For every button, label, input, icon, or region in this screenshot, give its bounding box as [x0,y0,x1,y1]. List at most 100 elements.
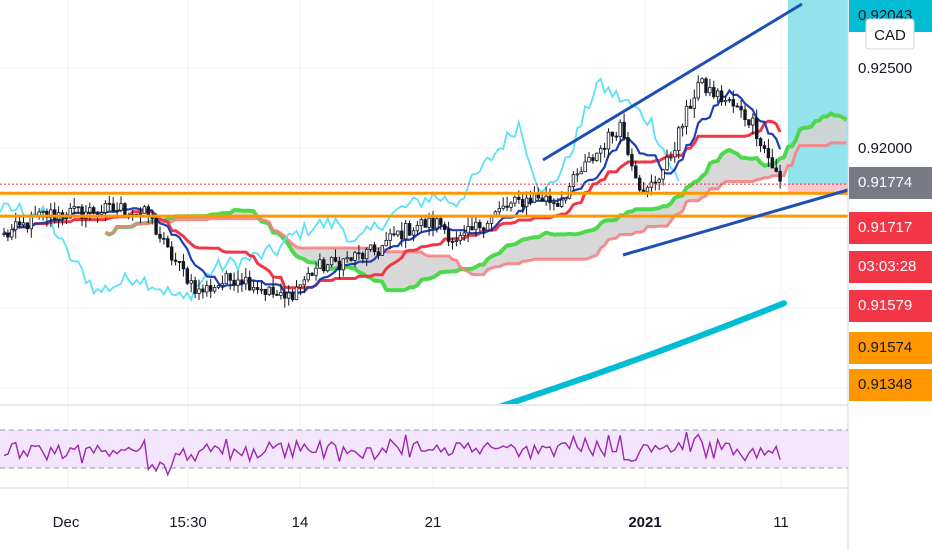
candle-body-28 [111,203,115,212]
candle-body-4 [17,221,22,226]
candle-body-47 [185,268,189,284]
candle-body-155 [606,131,611,150]
candle-body-84 [329,257,334,266]
main-series [0,0,848,404]
candle-body-36 [142,206,147,214]
candle-body-146 [571,174,576,187]
candle-body-180 [704,78,708,94]
price-label-badge-4 [849,290,932,322]
price-label-text-4: 0.91579 [858,297,912,314]
candle-body-52 [205,285,209,293]
time-axis-label-2: 14 [292,514,309,531]
candle-body-119 [466,226,470,234]
candle-body-192 [751,117,755,126]
candle-body-186 [727,99,732,101]
price-axis-tick-0: 0.92500 [858,60,912,77]
candle-body-107 [419,219,423,226]
candle-body-102 [400,230,404,240]
candle-body-152 [595,152,599,161]
candle-body-178 [696,82,700,99]
candle-body-81 [318,259,322,269]
candle-body-166 [649,181,654,188]
candle-body-64 [251,287,256,291]
candle-body-189 [739,106,743,111]
candle-body-48 [189,280,193,284]
candle-body-100 [392,233,396,236]
candle-body-6 [25,222,30,230]
ichimoku-chikou-span [0,77,680,302]
candle-body-176 [688,105,693,109]
candle-body-135 [528,197,533,203]
candle-body-115 [450,241,455,243]
currency-badge [865,18,915,50]
candle-body-118 [462,232,466,236]
candle-body-90 [353,252,357,261]
candle-body-49 [193,280,197,294]
candle-body-94 [368,244,373,250]
candle-body-53 [208,285,213,292]
candle-body-22 [88,207,92,213]
candle-body-77 [302,279,306,286]
candle-body-193 [755,117,759,139]
time-axis-label-0: Dec [53,514,80,531]
candle-body-143 [560,199,564,207]
candle-body-120 [470,226,474,231]
candle-body-173 [677,127,681,151]
candle-body-142 [556,202,560,207]
candle-body-65 [255,287,260,290]
candle-body-98 [384,240,388,247]
candles [2,75,782,308]
candle-body-79 [310,272,314,276]
candle-body-50 [197,288,201,294]
candle-body-40 [158,233,162,239]
moving-average-line [498,300,787,404]
candle-body-199 [778,170,782,182]
candle-body-185 [723,100,728,103]
candle-body-181 [708,87,712,94]
candle-body-43 [169,246,174,261]
candle-body-67 [263,288,267,295]
candle-body-41 [162,237,166,240]
candle-body-183 [716,90,720,98]
candle-body-162 [634,165,638,179]
candle-body-1 [6,233,10,238]
candle-body-141 [552,202,556,204]
candle-body-70 [275,293,279,296]
price-label-text-6: 0.91348 [858,376,912,393]
candle-body-91 [357,252,361,255]
time-axis-label-4: 2021 [628,514,661,531]
candle-body-170 [665,156,669,171]
candle-body-131 [513,196,517,204]
candle-body-177 [692,97,696,109]
candle-body-96 [376,251,381,256]
candle-body-122 [478,221,482,229]
channel-upper-line [542,2,803,162]
price-label-text-1: 0.91774 [858,174,912,191]
price-label-text-2: 0.91717 [858,219,912,236]
candle-body-157 [614,135,618,138]
candle-body-60 [236,279,240,286]
grid [0,0,848,488]
ichimoku-kijun-sen [3,119,782,290]
candle-body-106 [415,225,420,232]
candle-body-144 [563,197,568,201]
candle-body-190 [743,109,747,121]
price-axis-tick-1: 0.92000 [858,140,912,157]
candle-body-66 [259,288,264,291]
currency-badge-text: CAD [874,27,906,44]
candle-body-62 [244,276,248,285]
candle-body-139 [544,195,548,202]
candle-body-195 [762,145,767,149]
candle-body-54 [212,287,217,292]
candle-body-42 [166,238,170,248]
candle-body-158 [618,121,622,138]
candle-body-156 [610,131,615,137]
candle-body-133 [521,199,525,208]
rsi-pane [0,429,848,477]
candle-body-187 [731,99,735,107]
candle-body-101 [396,230,400,236]
candle-body-86 [337,260,342,271]
candle-body-110 [431,217,435,229]
